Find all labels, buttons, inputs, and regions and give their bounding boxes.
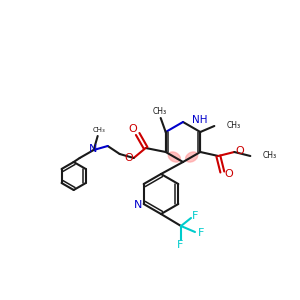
Text: CH₃: CH₃ bbox=[226, 121, 240, 130]
Text: O: O bbox=[235, 146, 244, 156]
Text: O: O bbox=[124, 153, 133, 163]
Text: N: N bbox=[134, 200, 142, 210]
Text: N: N bbox=[88, 144, 97, 154]
Text: CH₃: CH₃ bbox=[262, 152, 276, 160]
Text: CH₃: CH₃ bbox=[153, 107, 167, 116]
Ellipse shape bbox=[186, 152, 198, 162]
Text: O: O bbox=[128, 124, 137, 134]
Text: O: O bbox=[224, 169, 233, 179]
Text: NH: NH bbox=[192, 115, 208, 125]
Text: F: F bbox=[177, 240, 183, 250]
Ellipse shape bbox=[168, 152, 180, 162]
Text: F: F bbox=[198, 228, 204, 238]
Text: CH₃: CH₃ bbox=[92, 127, 105, 133]
Text: F: F bbox=[192, 211, 198, 221]
